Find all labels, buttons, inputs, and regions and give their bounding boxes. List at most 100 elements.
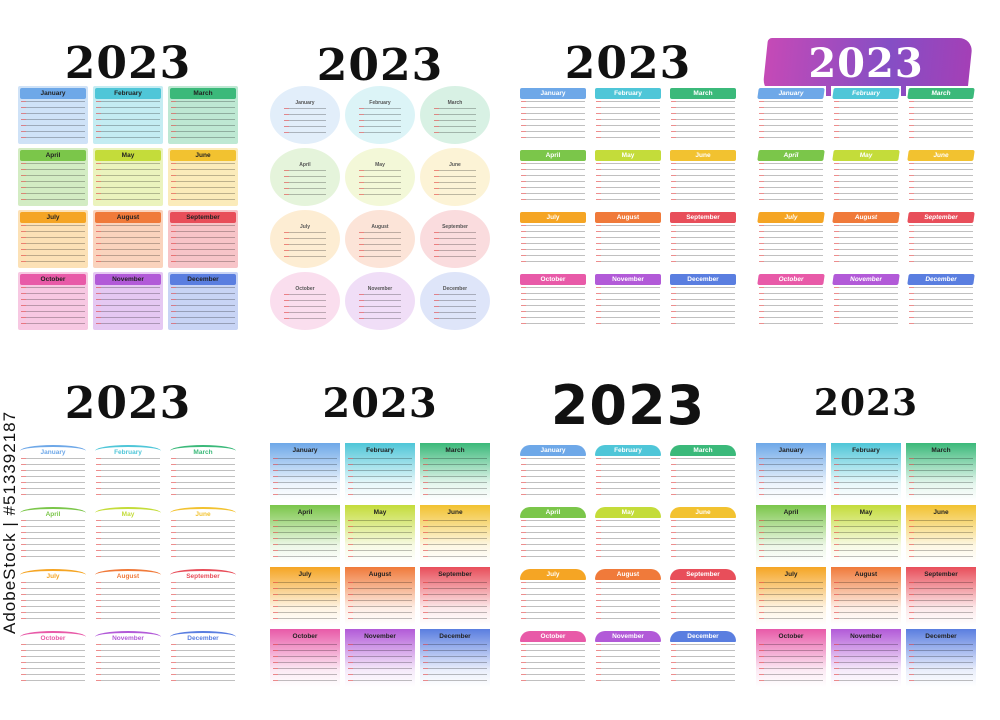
month-days	[834, 101, 898, 142]
month-block: April	[756, 505, 826, 563]
month-days	[171, 582, 235, 623]
month-grid: January February March April May June July Augu…	[756, 443, 978, 693]
month-block: March	[906, 86, 976, 144]
month-days	[909, 582, 973, 623]
month-block: September	[668, 210, 738, 268]
month-days	[521, 458, 585, 499]
month-days	[759, 101, 823, 142]
month-name: December	[439, 633, 471, 640]
month-block: July	[518, 567, 588, 625]
month-days	[359, 294, 401, 320]
month-days	[21, 582, 85, 623]
month-name: July	[520, 569, 586, 580]
month-block: December	[168, 629, 238, 687]
month-days	[671, 520, 735, 561]
month-block: January	[18, 443, 88, 501]
month-block: January	[18, 86, 88, 144]
month-grid: January February March April May June July Augu…	[518, 86, 740, 336]
month-block: May	[831, 505, 901, 563]
month-name: May	[832, 150, 900, 161]
month-days	[21, 163, 85, 204]
month-name: December	[907, 274, 975, 285]
month-name: July	[520, 212, 586, 223]
month-name: January	[520, 445, 586, 456]
month-name: October	[292, 633, 318, 640]
month-block: July	[18, 567, 88, 625]
month-name: April	[757, 150, 825, 161]
month-name: November	[95, 274, 161, 285]
month-block: March	[168, 86, 238, 144]
month-block: January	[756, 86, 826, 144]
month-grid: January February March April May June July Augu…	[270, 443, 492, 693]
month-days	[423, 520, 487, 561]
month-block: March	[420, 443, 490, 501]
month-block: April	[18, 505, 88, 563]
month-name: January	[757, 88, 825, 99]
month-name: August	[95, 569, 161, 581]
month-days	[671, 582, 735, 623]
month-block: November	[345, 272, 415, 330]
month-block: December	[906, 629, 976, 687]
month-block: September	[168, 567, 238, 625]
month-block: November	[93, 272, 163, 330]
month-name: January	[292, 447, 318, 454]
month-name: August	[832, 212, 900, 223]
month-days	[434, 294, 476, 320]
month-name: January	[295, 100, 315, 106]
month-name: July	[298, 571, 312, 578]
month-name: January	[20, 88, 86, 99]
month-block: March	[668, 86, 738, 144]
month-name: June	[907, 150, 975, 161]
month-days	[521, 101, 585, 142]
month-block: February	[593, 86, 663, 144]
year-title: 2023	[64, 378, 192, 429]
month-days	[909, 163, 973, 204]
month-name: November	[364, 633, 396, 640]
month-name: June	[170, 150, 236, 161]
month-block: October	[518, 629, 588, 687]
month-name: March	[445, 447, 465, 454]
month-block: July	[270, 210, 340, 268]
month-name: February	[95, 88, 161, 99]
month-name: March	[670, 88, 736, 99]
month-name: November	[850, 633, 882, 640]
month-days	[171, 287, 235, 328]
month-days	[359, 170, 401, 196]
month-block: May	[345, 505, 415, 563]
month-name: April	[520, 507, 586, 518]
calendar-panel-8: 2023 January February March April May June July…	[748, 365, 984, 705]
month-name: September	[170, 569, 236, 581]
month-days	[171, 520, 235, 561]
year-title: 2023	[322, 380, 438, 427]
month-days	[909, 225, 973, 266]
month-name: October	[757, 274, 825, 285]
month-block: September	[906, 210, 976, 268]
month-days	[21, 644, 85, 685]
month-block: October	[18, 272, 88, 330]
month-block: August	[345, 567, 415, 625]
month-days	[671, 458, 735, 499]
month-name: September	[924, 571, 958, 578]
month-block: May	[93, 148, 163, 206]
month-days	[423, 644, 487, 685]
month-days	[596, 582, 660, 623]
month-days	[834, 582, 898, 623]
month-name: October	[778, 633, 804, 640]
month-block: November	[93, 629, 163, 687]
month-block: June	[420, 505, 490, 563]
month-days	[909, 520, 973, 561]
month-block: February	[93, 443, 163, 501]
month-days	[596, 520, 660, 561]
month-name: September	[907, 212, 975, 223]
month-block: September	[168, 210, 238, 268]
month-name: August	[95, 212, 161, 223]
month-name: February	[95, 445, 161, 457]
month-name: March	[447, 100, 463, 106]
month-name: June	[170, 507, 236, 519]
month-name: December	[925, 633, 957, 640]
month-block: April	[518, 148, 588, 206]
month-block: March	[668, 443, 738, 501]
month-block: July	[270, 567, 340, 625]
month-block: October	[518, 272, 588, 330]
month-name: November	[595, 631, 661, 642]
